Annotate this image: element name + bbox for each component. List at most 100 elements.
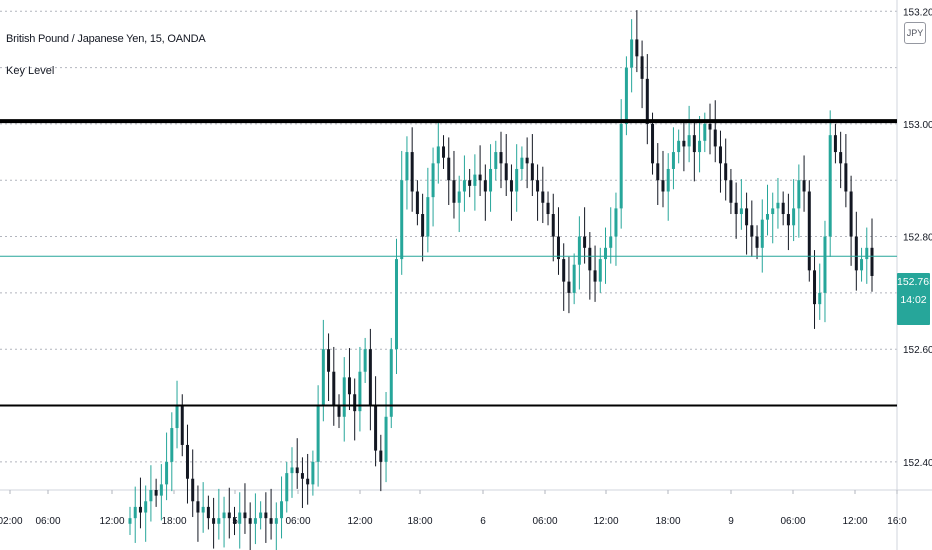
candle-body [760,219,764,248]
price-tick-label: 153.200 [903,7,932,18]
candle-body [556,236,560,260]
candle-body [248,518,252,524]
currency-badge-icon[interactable]: JPY [904,22,926,44]
candle-body [781,202,785,215]
candle-body [745,208,749,226]
candle-body [170,428,174,462]
candle-body [238,512,242,524]
candle-body [624,67,628,124]
candle-body [264,512,268,519]
candle-body [567,281,571,293]
candle-body [724,163,728,181]
candle-body [536,180,540,192]
last-price-value: 152.765 [897,276,932,288]
candle-body [243,512,247,519]
candle-body [687,135,691,147]
candle-body [280,501,284,519]
time-tick-label: 06:00 [780,516,805,527]
candle-body [802,180,806,192]
candle-body [253,518,257,524]
candle-body [415,191,419,215]
candle-body [316,405,320,462]
candle-body [729,180,733,203]
candle-body [849,191,853,237]
candle-body [818,292,822,305]
candle-body [180,405,184,445]
time-tick-label: 06:00 [285,516,310,527]
candle-body [447,157,451,181]
candle-body [468,180,472,186]
time-tick-label: 18:00 [407,516,432,527]
candle-body [509,180,513,192]
candle-body [332,371,336,406]
symbol-title: British Pound / Japanese Yen, 15, OANDA [6,33,206,45]
candle-body [645,78,649,124]
candle-body [682,140,686,147]
candle-body [201,506,205,513]
candle-body [379,450,383,462]
candle-body [384,416,388,462]
candle-body [311,461,315,485]
candle-body [807,191,811,271]
candle-body [196,501,200,513]
candle-body [300,473,304,479]
candle-body [562,259,566,282]
candle-body [839,152,843,164]
candle-body [144,501,148,513]
candle-body [499,152,503,164]
candle-body [217,518,221,524]
time-tick-label: 18:00 [161,516,186,527]
candle-body [718,146,722,164]
candle-body [133,506,137,519]
candle-body [452,180,456,203]
time-tick-label: 16:0 [887,516,907,527]
candle-body [489,168,493,192]
candle-body [290,467,294,474]
candle-body [546,202,550,215]
candle-body [269,518,273,524]
candle-body [630,39,634,68]
candle-body [285,473,289,502]
candle-body [426,197,430,237]
candle-body [797,180,801,209]
candle-body [478,174,482,181]
candle-body [860,259,864,271]
candle-body [609,236,613,248]
candle-body [520,157,524,169]
candle-body [337,405,341,417]
candle-body [159,484,163,496]
candle-body [530,163,534,181]
candle-body [870,247,874,276]
candle-body [233,518,237,524]
price-tick-label: 152.800 [903,233,932,244]
candle-body [363,349,367,372]
candle-body [410,152,414,192]
candle-body [374,405,378,451]
time-tick-label: 12:00 [99,516,124,527]
candle-body [765,214,769,220]
candle-body [614,208,618,237]
candle-body [698,140,702,153]
time-tick-label: 6 [480,516,486,527]
last-price-tag: 152.765 14:02 [897,273,932,325]
candle-body [828,135,832,237]
candle-body [865,247,869,260]
candle-body [635,39,639,57]
candle-body [128,518,132,524]
candle-body [442,146,446,158]
candle-body [321,349,325,406]
time-tick-label: 12:00 [842,516,867,527]
candle-body [844,163,848,192]
candle-body [431,163,435,198]
indicator-label[interactable]: Key Level [6,65,55,77]
time-tick-label: 5 [232,516,238,527]
time-tick-label: 12:00 [347,516,372,527]
candle-body [306,478,310,485]
candle-body [394,259,398,350]
candle-body [149,490,153,502]
candle-body [583,236,587,248]
candle-body [462,180,466,192]
candle-body [227,512,231,519]
